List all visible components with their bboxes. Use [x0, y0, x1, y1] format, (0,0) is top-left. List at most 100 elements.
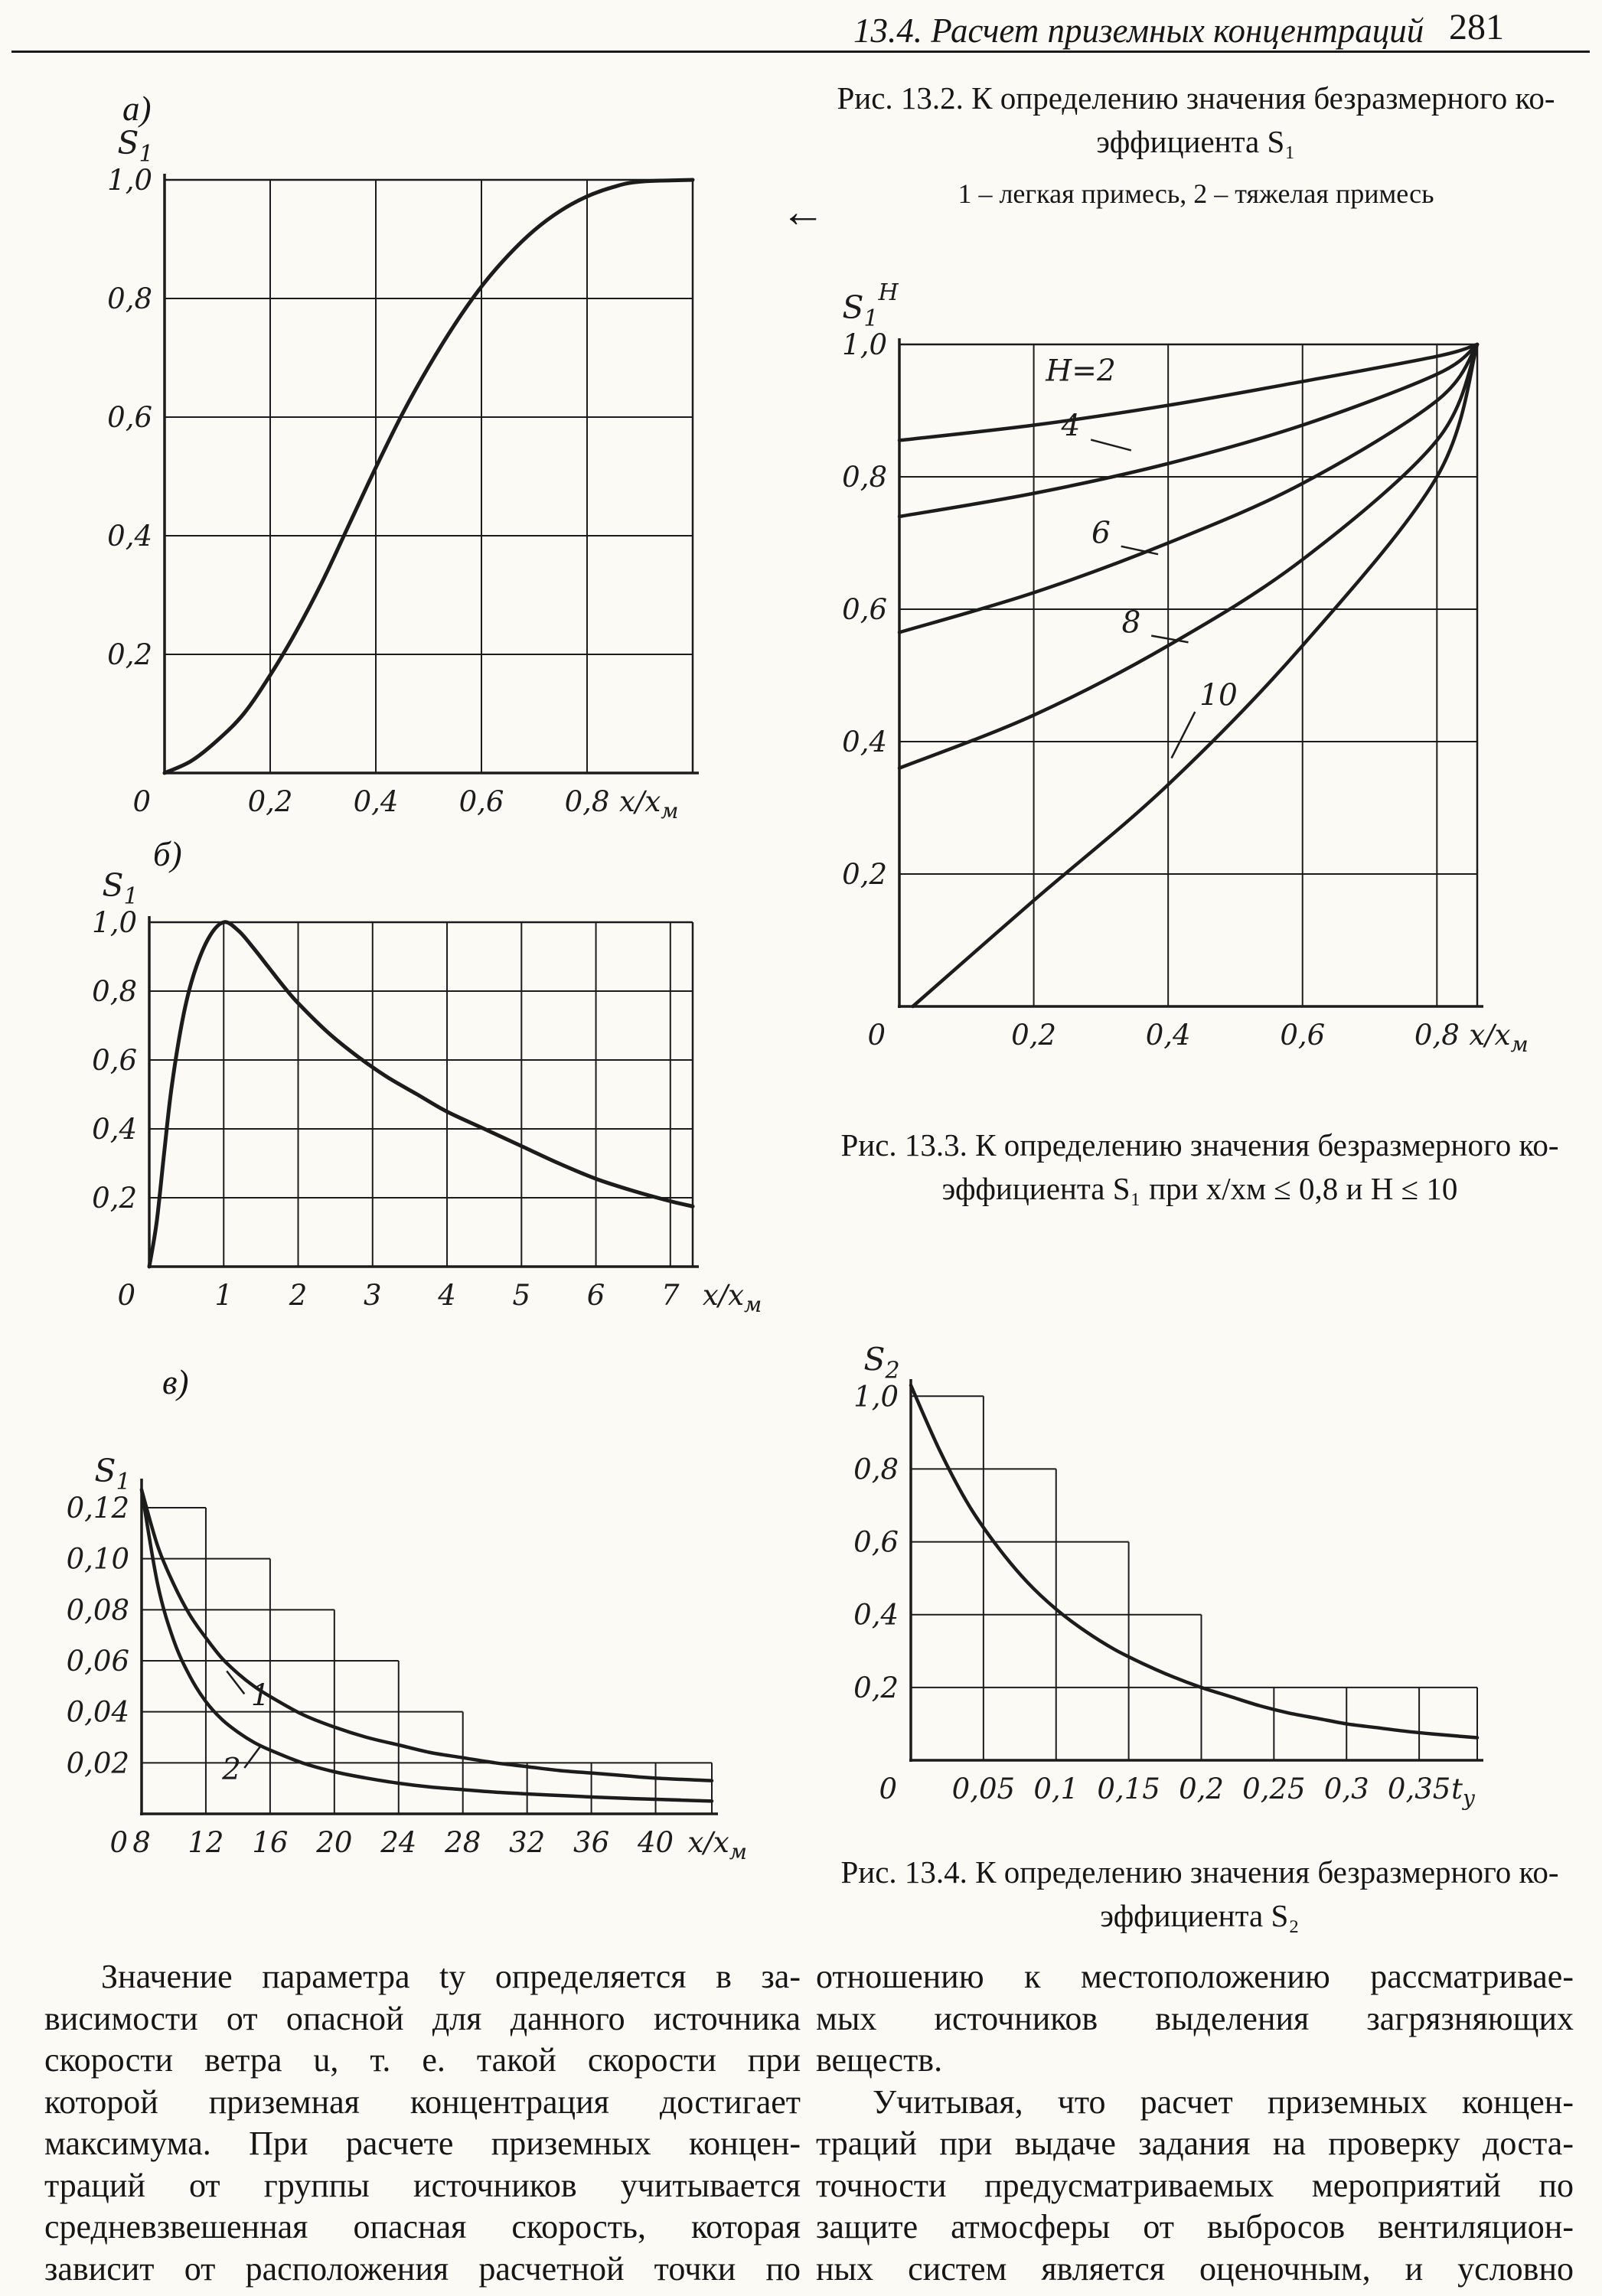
y-tick-label: 0,12	[67, 1492, 129, 1525]
x-tick-label: 0,4	[354, 785, 399, 818]
x-tick-label: 0,8	[565, 785, 610, 818]
y-tick-label: 0,4	[107, 520, 152, 553]
curve-label: H=2	[1045, 354, 1116, 389]
x-tick-label: 3	[364, 1279, 382, 1312]
label-leader	[226, 1670, 246, 1695]
origin-label: 0	[867, 1019, 886, 1052]
y-axis-title: S1	[94, 1453, 130, 1495]
left-arrow-glyph: ←	[781, 187, 825, 236]
x-tick-label: 0,4	[1146, 1019, 1191, 1052]
y-axis-title: S1	[117, 125, 153, 168]
y-tick-label: 1,0	[842, 328, 887, 361]
x-tick-label: 24	[380, 1826, 416, 1859]
label-leader	[1090, 439, 1132, 452]
x-tick-label: 16	[252, 1826, 288, 1859]
x-tick-label: 5	[513, 1279, 531, 1312]
x-tick-label: 0,35	[1388, 1773, 1450, 1805]
header-rule	[11, 51, 1590, 53]
chart-fig-13-2v: 0,020,040,060,080,100,128 12 16 20 24 28 32 36 4…	[67, 1453, 747, 1864]
origin-label: 0	[879, 1773, 897, 1805]
x-tick-label: 20	[315, 1826, 352, 1859]
origin-label: 0	[109, 1826, 128, 1859]
curve-label: 1	[251, 1678, 270, 1713]
x-tick-label: 0,2	[1179, 1773, 1224, 1805]
panel-label-b: б)	[153, 835, 182, 873]
y-tick-label: 0,2	[853, 1671, 899, 1704]
caption-line: Рис. 13.4. К определению значения безраз…	[840, 1854, 1559, 1890]
y-tick-label: 0,4	[853, 1599, 899, 1632]
y-tick-label: 0,2	[842, 858, 887, 891]
x-tick-label: 0,1	[1033, 1773, 1078, 1805]
caption-fig-13-2-legend: 1 – легкая примесь, 2 – тяжелая примесь	[958, 178, 1434, 209]
x-tick-label: 0,25	[1242, 1773, 1305, 1805]
curve-2-тяжелая	[139, 1488, 714, 1803]
x-tick-label: 6	[587, 1279, 605, 1312]
label-leader	[243, 1745, 262, 1769]
caption-fig-13-4: Рис. 13.4. К определению значения безраз…	[804, 1851, 1596, 1938]
y-tick-label: 0,8	[853, 1453, 899, 1486]
x-tick-label: 0,15	[1097, 1773, 1160, 1805]
y-axis-title: S2	[863, 1341, 899, 1384]
y-tick-label: 1,0	[853, 1380, 899, 1413]
origin-label: 0	[132, 785, 151, 818]
x-tick-label: 7	[661, 1279, 680, 1312]
y-tick-label: 0,02	[67, 1746, 129, 1779]
y-tick-label: 0,08	[67, 1593, 129, 1626]
x-tick-label: 0,6	[459, 785, 504, 818]
y-tick-label: 0,6	[107, 401, 152, 434]
text-line: ных систем является оценочным, и условно	[816, 2249, 1574, 2288]
text-line: отношению к местоположению рассматривае-	[816, 1958, 1574, 1995]
x-tick-label: 40	[637, 1826, 674, 1859]
y-tick-label: 1,0	[92, 906, 137, 939]
x-tick-label: 2	[289, 1279, 308, 1312]
y-tick-label: 0,6	[853, 1526, 899, 1559]
text-line: висимости от опасной для данного источни…	[44, 1999, 801, 2037]
x-tick-label: 8	[132, 1826, 151, 1859]
y-tick-label: 1,0	[107, 164, 152, 197]
caption-line: эффициента S₁	[1096, 124, 1296, 159]
x-tick-label: 32	[509, 1826, 545, 1859]
text-line: зависит от расположения расчетной точки …	[44, 2249, 801, 2288]
x-tick-label: 12	[188, 1826, 223, 1859]
caption-line: Рис. 13.2. К определению значения безраз…	[837, 80, 1555, 116]
y-tick-label: 0,4	[842, 726, 887, 758]
y-tick-label: 0,4	[92, 1113, 137, 1146]
y-tick-label: 0,8	[92, 975, 137, 1008]
text-line: точности предусматриваемых мероприятий п…	[816, 2166, 1574, 2204]
y-tick-label: 0,04	[67, 1696, 129, 1729]
curve-H=2	[897, 342, 1480, 442]
text-line: веществ.	[816, 2041, 943, 2079]
x-axis-unit: x/xм	[703, 1279, 762, 1317]
x-tick-label: 0,05	[952, 1773, 1015, 1805]
x-axis-unit: tу	[1451, 1773, 1476, 1811]
text-line: защите атмосферы от выбросов вентиляцион…	[816, 2208, 1574, 2245]
chart-fig-13-3: 0,2 0,4 0,6 0,8 1,0 0,2 0,4 0,6 0,8 0 x/xм S1H H=2 4 6…	[842, 279, 1529, 1057]
y-tick-label: 0,2	[107, 638, 152, 671]
y-tick-label: 0,8	[842, 461, 887, 494]
y-tick-label: 0,10	[67, 1543, 129, 1576]
curve-label: 2	[221, 1753, 241, 1787]
body-column-right: отношению к местоположению рассматривае-…	[816, 1956, 1574, 2290]
y-axis-title: S1H	[842, 279, 899, 332]
text-line: траций при выдаче задания на проверку до…	[816, 2125, 1574, 2162]
curve-label: 4	[1060, 409, 1080, 443]
caption-line: эффициента S₂	[1100, 1898, 1300, 1933]
page-number: 281	[1449, 7, 1504, 47]
label-leader	[1121, 545, 1159, 556]
text-line: траций от группы источников учитывается	[44, 2166, 801, 2204]
label-leader	[1150, 634, 1189, 644]
curve-label: 6	[1091, 517, 1111, 551]
curve-H=6	[897, 342, 1480, 634]
x-tick-label: 0,2	[1011, 1019, 1056, 1052]
x-tick-label: 1	[214, 1279, 233, 1312]
curve-label: 8	[1121, 605, 1140, 640]
y-tick-label: 0,6	[92, 1044, 137, 1077]
panel-label-a: а)	[122, 90, 152, 128]
caption-fig-13-3: Рис. 13.3. К определению значения безраз…	[804, 1124, 1596, 1211]
curve-label: 10	[1199, 678, 1238, 713]
y-tick-label: 0,6	[842, 593, 887, 626]
x-tick-label: 0,2	[248, 785, 293, 818]
x-tick-label: 0,3	[1324, 1773, 1369, 1805]
y-tick-label: 0,06	[67, 1645, 129, 1678]
